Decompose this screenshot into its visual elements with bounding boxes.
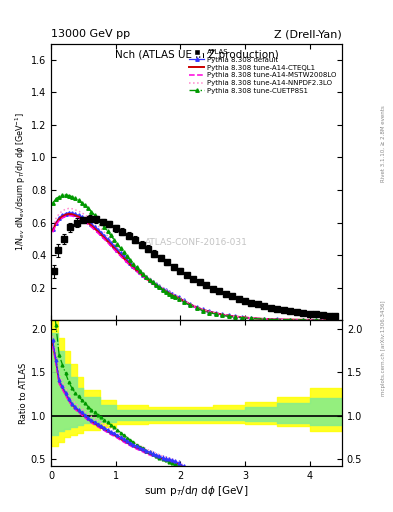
Text: Nch (ATLAS UE in Z production): Nch (ATLAS UE in Z production) bbox=[115, 51, 278, 60]
Text: 13000 GeV pp: 13000 GeV pp bbox=[51, 29, 130, 39]
Y-axis label: 1/N$_{ev}$ dN$_{ev}$/dsum p$_{T}$/d$\eta$ d$\phi$ [GeV$^{-1}$]: 1/N$_{ev}$ dN$_{ev}$/dsum p$_{T}$/d$\eta… bbox=[14, 113, 28, 251]
Y-axis label: Ratio to ATLAS: Ratio to ATLAS bbox=[19, 362, 28, 424]
X-axis label: sum p$_T$/d$\eta$ d$\phi$ [GeV]: sum p$_T$/d$\eta$ d$\phi$ [GeV] bbox=[144, 483, 249, 498]
Text: Rivet 3.1.10, ≥ 2.8M events: Rivet 3.1.10, ≥ 2.8M events bbox=[381, 105, 386, 182]
Text: ATLAS-CONF-2016-031: ATLAS-CONF-2016-031 bbox=[145, 238, 248, 247]
Legend: ATLAS, Pythia 8.308 default, Pythia 8.308 tune-A14-CTEQL1, Pythia 8.308 tune-A14: ATLAS, Pythia 8.308 default, Pythia 8.30… bbox=[187, 47, 338, 96]
Text: Z (Drell-Yan): Z (Drell-Yan) bbox=[274, 29, 342, 39]
Text: mcplots.cern.ch [arXiv:1306.3436]: mcplots.cern.ch [arXiv:1306.3436] bbox=[381, 301, 386, 396]
